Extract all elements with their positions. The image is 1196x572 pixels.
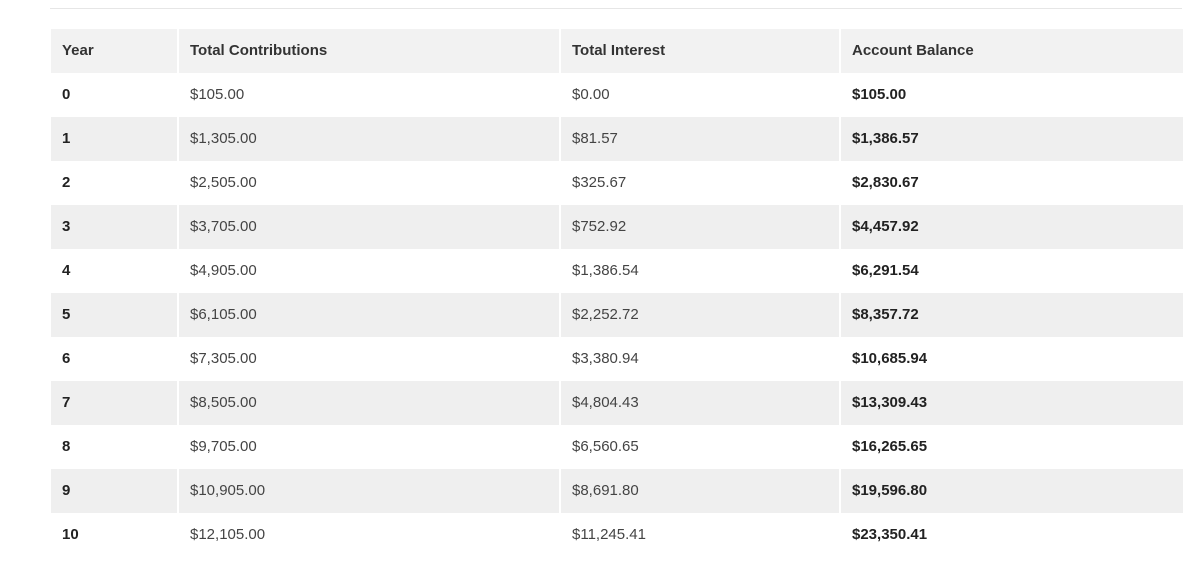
cell-year: 1 [51, 117, 177, 161]
cell-account-balance: $1,386.57 [841, 117, 1183, 161]
cell-total-contributions: $105.00 [179, 73, 559, 117]
cell-year: 8 [51, 425, 177, 469]
cell-year: 2 [51, 161, 177, 205]
growth-table-container: Year Total Contributions Total Interest … [49, 29, 1185, 557]
cell-year: 9 [51, 469, 177, 513]
table-row: 4 $4,905.00 $1,386.54 $6,291.54 [51, 249, 1183, 293]
cell-total-interest: $8,691.80 [561, 469, 839, 513]
table-row: 6 $7,305.00 $3,380.94 $10,685.94 [51, 337, 1183, 381]
cell-total-contributions: $7,305.00 [179, 337, 559, 381]
cell-year: 5 [51, 293, 177, 337]
cell-year: 3 [51, 205, 177, 249]
table-row: 8 $9,705.00 $6,560.65 $16,265.65 [51, 425, 1183, 469]
cell-account-balance: $4,457.92 [841, 205, 1183, 249]
cell-account-balance: $23,350.41 [841, 513, 1183, 557]
table-row: 1 $1,305.00 $81.57 $1,386.57 [51, 117, 1183, 161]
cell-total-interest: $4,804.43 [561, 381, 839, 425]
cell-account-balance: $10,685.94 [841, 337, 1183, 381]
cell-total-contributions: $8,505.00 [179, 381, 559, 425]
header-year: Year [51, 29, 177, 73]
cell-year: 4 [51, 249, 177, 293]
cell-account-balance: $19,596.80 [841, 469, 1183, 513]
table-row: 0 $105.00 $0.00 $105.00 [51, 73, 1183, 117]
cell-total-interest: $3,380.94 [561, 337, 839, 381]
cell-total-contributions: $10,905.00 [179, 469, 559, 513]
cell-total-interest: $0.00 [561, 73, 839, 117]
cell-total-interest: $325.67 [561, 161, 839, 205]
cell-total-interest: $11,245.41 [561, 513, 839, 557]
table-row: 3 $3,705.00 $752.92 $4,457.92 [51, 205, 1183, 249]
cell-year: 7 [51, 381, 177, 425]
cell-total-contributions: $1,305.00 [179, 117, 559, 161]
table-body: 0 $105.00 $0.00 $105.00 1 $1,305.00 $81.57 $1,3… [51, 73, 1183, 557]
table-row: 2 $2,505.00 $325.67 $2,830.67 [51, 161, 1183, 205]
cell-account-balance: $8,357.72 [841, 293, 1183, 337]
cell-total-interest: $752.92 [561, 205, 839, 249]
cell-total-interest: $81.57 [561, 117, 839, 161]
cell-total-contributions: $12,105.00 [179, 513, 559, 557]
cell-year: 6 [51, 337, 177, 381]
table-row: 5 $6,105.00 $2,252.72 $8,357.72 [51, 293, 1183, 337]
cell-account-balance: $2,830.67 [841, 161, 1183, 205]
table-row: 7 $8,505.00 $4,804.43 $13,309.43 [51, 381, 1183, 425]
header-account-balance: Account Balance [841, 29, 1183, 73]
cell-total-contributions: $4,905.00 [179, 249, 559, 293]
cell-total-interest: $2,252.72 [561, 293, 839, 337]
cell-total-contributions: $9,705.00 [179, 425, 559, 469]
cell-year: 10 [51, 513, 177, 557]
table-row: 9 $10,905.00 $8,691.80 $19,596.80 [51, 469, 1183, 513]
cell-total-interest: $1,386.54 [561, 249, 839, 293]
cell-total-contributions: $2,505.00 [179, 161, 559, 205]
header-total-interest: Total Interest [561, 29, 839, 73]
cell-account-balance: $6,291.54 [841, 249, 1183, 293]
cell-year: 0 [51, 73, 177, 117]
cell-account-balance: $16,265.65 [841, 425, 1183, 469]
cell-account-balance: $13,309.43 [841, 381, 1183, 425]
cell-total-contributions: $6,105.00 [179, 293, 559, 337]
cell-total-contributions: $3,705.00 [179, 205, 559, 249]
table-header-row: Year Total Contributions Total Interest … [51, 29, 1183, 73]
table-row: 10 $12,105.00 $11,245.41 $23,350.41 [51, 513, 1183, 557]
cell-total-interest: $6,560.65 [561, 425, 839, 469]
growth-table: Year Total Contributions Total Interest … [49, 29, 1185, 557]
top-divider [50, 8, 1182, 9]
cell-account-balance: $105.00 [841, 73, 1183, 117]
header-total-contributions: Total Contributions [179, 29, 559, 73]
